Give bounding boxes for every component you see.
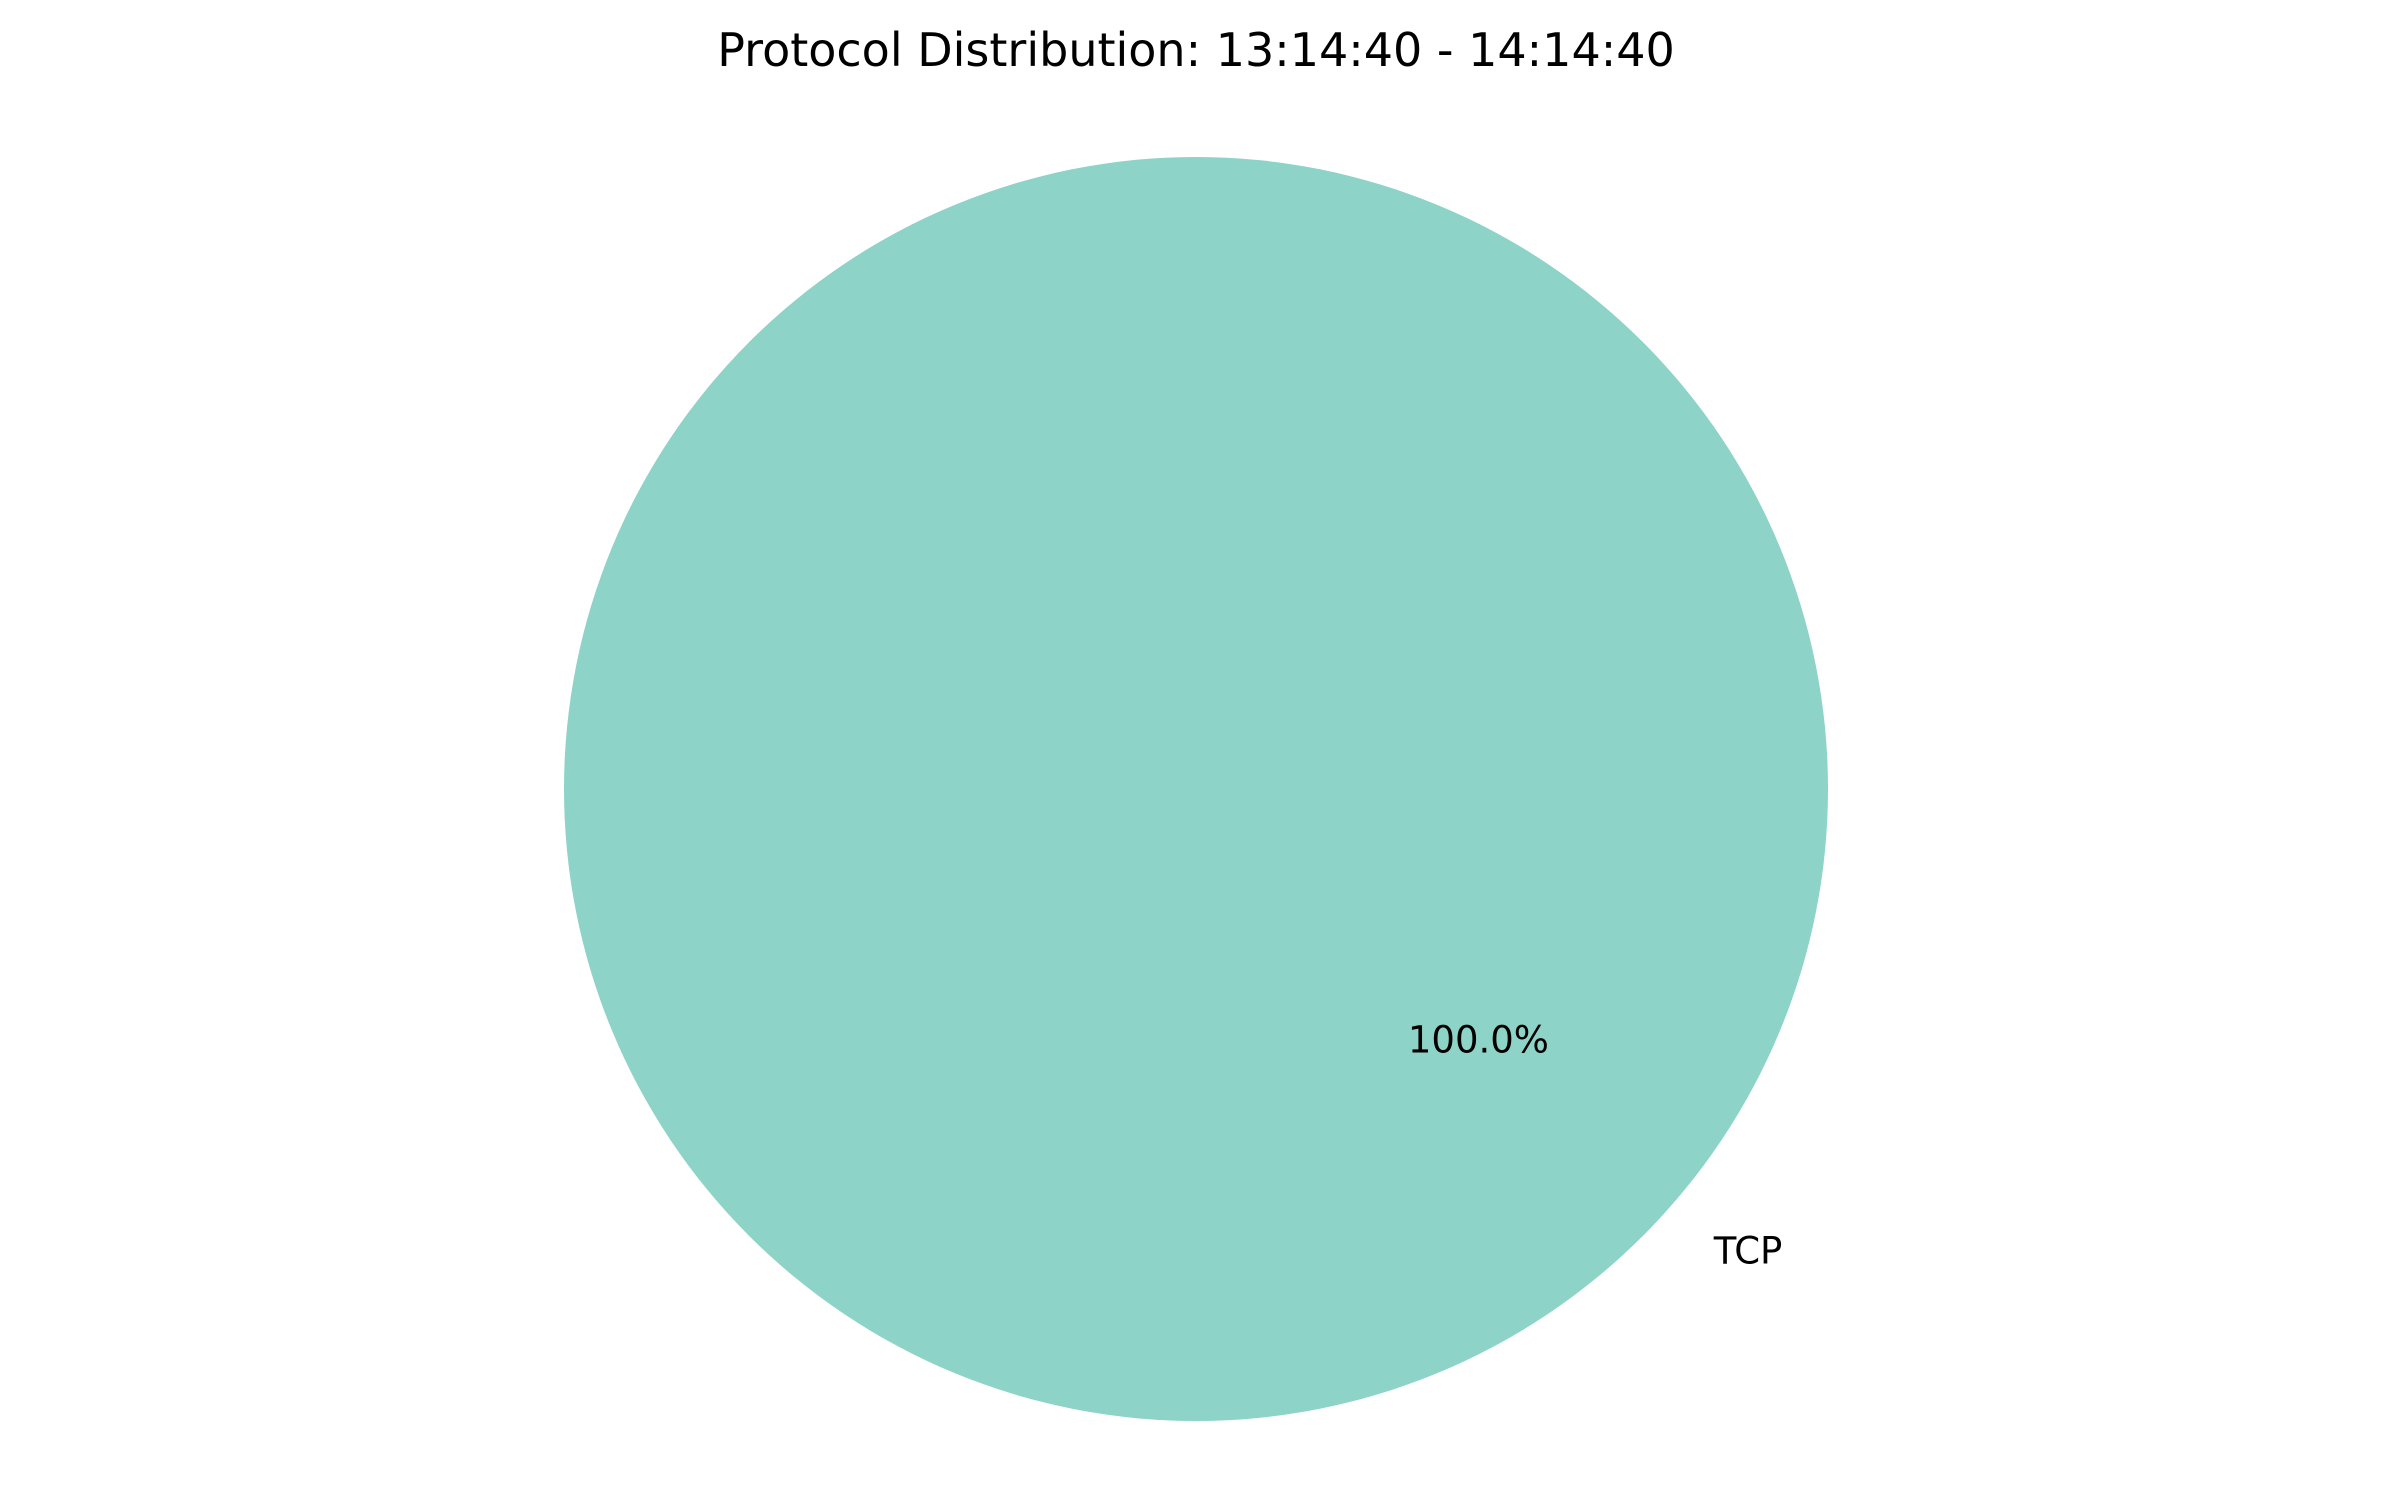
pie-slices <box>564 157 1828 1421</box>
slice-label-tcp: TCP <box>1713 1229 1783 1272</box>
pie-slice-tcp <box>564 157 1828 1421</box>
slice-percent-tcp: 100.0% <box>1408 1019 1549 1062</box>
pie-labels: TCP 100.0% <box>1408 1019 1782 1273</box>
chart-title: Protocol Distribution: 13:14:40 - 14:14:… <box>717 23 1675 77</box>
